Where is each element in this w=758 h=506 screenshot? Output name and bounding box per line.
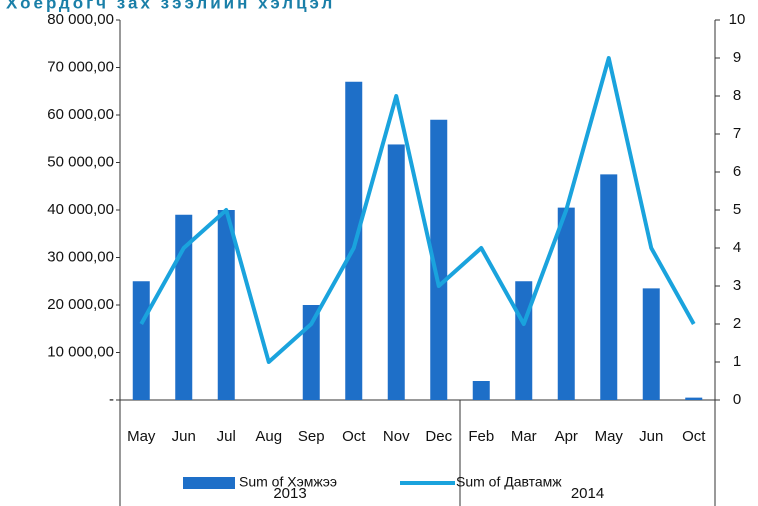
legend-swatch	[183, 477, 235, 489]
bar	[387, 144, 405, 400]
y-tick-label: 10 000,00	[47, 343, 114, 360]
x-tick-label: Jul	[217, 428, 236, 445]
line	[139, 56, 696, 364]
y2-tick-label: 9	[733, 49, 741, 66]
group-label: 2013	[273, 485, 306, 502]
group-label: 2014	[571, 485, 604, 502]
y-tick-label: 50 000,00	[47, 153, 114, 170]
x-tick-label: May	[595, 428, 624, 445]
y-tick-label: 40 000,00	[47, 201, 114, 218]
bar	[217, 210, 235, 400]
y-tick-label: 60 000,00	[47, 106, 114, 123]
y2-tick-label: 7	[733, 125, 741, 142]
y2-tick-label: 8	[733, 87, 741, 104]
legend-label: Sum of Давтамж	[456, 474, 562, 490]
chart-title: Хоердогч зах зээлийн хэлцэл	[6, 0, 335, 12]
y-tick-label: 70 000,00	[47, 58, 114, 75]
x-tick-label: Oct	[682, 428, 706, 445]
x-tick-label: Mar	[511, 428, 537, 445]
bar	[600, 174, 618, 400]
bar	[132, 281, 150, 400]
x-tick-label: Apr	[555, 428, 578, 445]
bar	[515, 281, 533, 400]
y-tick-label: 30 000,00	[47, 248, 114, 265]
x-tick-label: Feb	[468, 428, 494, 445]
y2-tick-label: 0	[733, 391, 741, 408]
bar	[557, 207, 575, 400]
x-tick-label: Dec	[425, 428, 452, 445]
bar	[175, 214, 193, 400]
x-tick-label: Aug	[255, 428, 282, 445]
y2-tick-label: 3	[733, 277, 741, 294]
x-tick-label: Oct	[342, 428, 366, 445]
y2-tick-label: 4	[733, 239, 741, 256]
x-tick-label: Sep	[298, 428, 325, 445]
y2-tick-label: 1	[733, 353, 741, 370]
x-tick-label: Jun	[639, 428, 663, 445]
y-tick-label: 80 000,00	[47, 11, 114, 28]
bar	[472, 381, 490, 400]
legend-label: Sum of Хэмжээ	[239, 474, 337, 490]
bar	[685, 397, 703, 400]
y-tick-label: -	[109, 391, 114, 408]
bar	[430, 119, 448, 400]
x-tick-label: May	[127, 428, 156, 445]
y2-tick-label: 5	[733, 201, 741, 218]
x-tick-label: Jun	[172, 428, 196, 445]
y2-tick-label: 6	[733, 163, 741, 180]
bar	[642, 288, 660, 400]
y2-tick-label: 10	[729, 11, 746, 28]
y-tick-label: 20 000,00	[47, 296, 114, 313]
x-tick-label: Nov	[383, 428, 410, 445]
y2-tick-label: 2	[733, 315, 741, 332]
bar	[302, 305, 320, 400]
